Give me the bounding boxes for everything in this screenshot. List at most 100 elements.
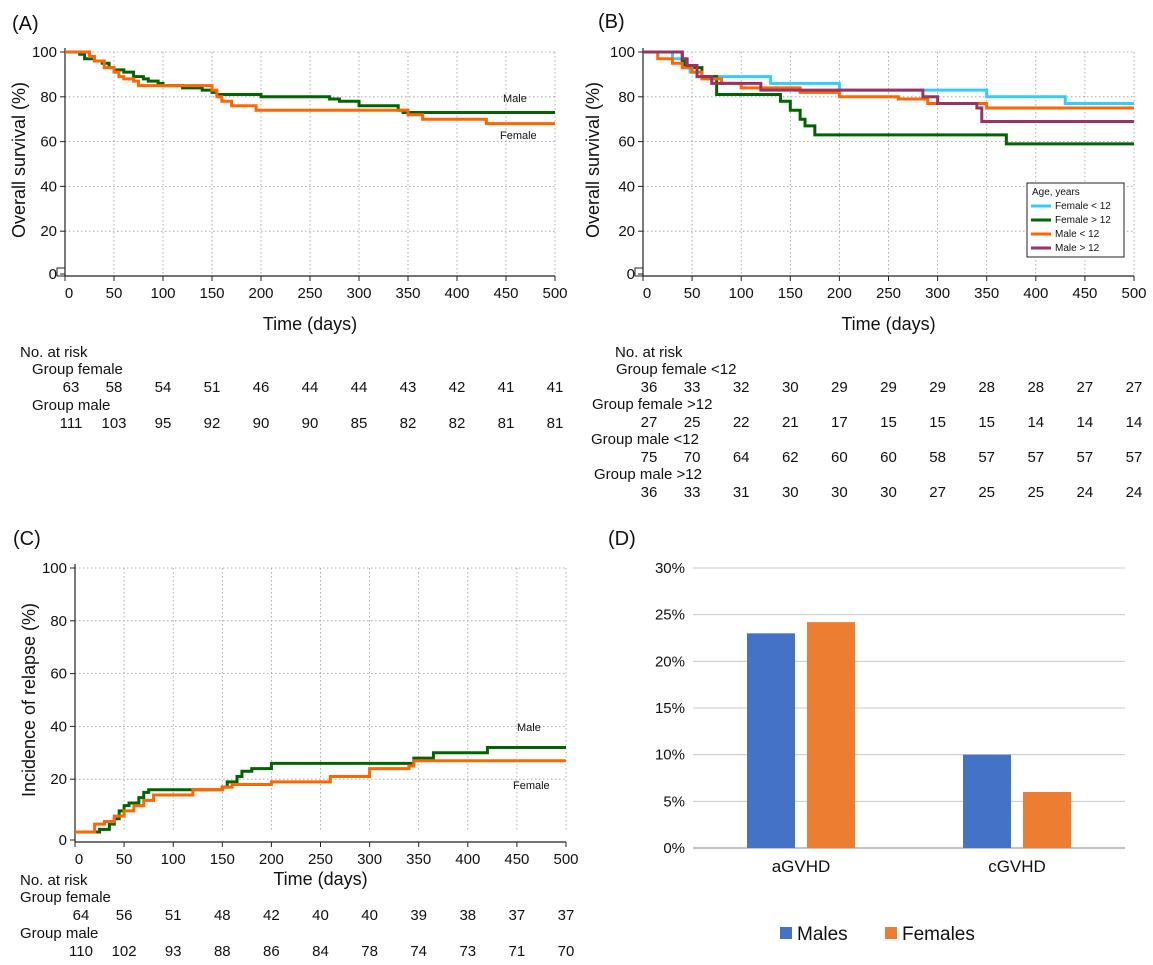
y-axis-title: Incidence of relapse (%): [19, 603, 39, 797]
x-tick-label: 200: [259, 851, 284, 868]
x-tick-label: 0: [75, 851, 83, 868]
legend-swatch: [885, 927, 897, 939]
legend: Males Females: [780, 924, 975, 945]
risk-value: 88: [214, 943, 231, 960]
risk-value: 29: [929, 379, 946, 396]
risk-value: 14: [1027, 414, 1044, 431]
risk-value: 27: [929, 484, 946, 501]
risk-value: 57: [1077, 449, 1094, 466]
figure-layer: (A)0 50 100 150 200 250 300 350 400 450 5000204060…: [9, 11, 1147, 960]
category-label: cGVHD: [988, 857, 1046, 876]
risk-value: 38: [459, 907, 476, 924]
series-label: Female: [500, 130, 537, 142]
legend: Age, years Female < 12 Female > 12 Male < 1…: [1027, 183, 1124, 257]
risk-value: 54: [155, 379, 172, 396]
y-tick-label: 20%: [655, 653, 685, 670]
risk-value: 44: [351, 379, 368, 396]
risk-value: 24: [1077, 484, 1094, 501]
risk-value: 103: [101, 415, 126, 432]
y-tick-label: 100: [42, 560, 67, 577]
panel-b: (B)0 50 100 150 200 250 300 350 400 450 5000204060…: [583, 11, 1147, 501]
panel-d: (D) 0% 5% 10% 15% 20% 25% 30% aGVHD cGVHD Males Fem…: [608, 528, 1125, 945]
risk-value: 62: [782, 449, 799, 466]
legend-title: Age, years: [1032, 187, 1080, 198]
risk-value: 36: [641, 379, 658, 396]
x-tick-label: 200: [827, 285, 852, 302]
x-axis-title: Time (days): [841, 314, 935, 334]
risk-value: 15: [978, 414, 995, 431]
y-tick-label: 5%: [663, 793, 685, 810]
risk-value: 71: [509, 943, 526, 960]
risk-value: 73: [459, 943, 476, 960]
x-tick-label: 400: [444, 285, 469, 302]
risk-value: 58: [106, 379, 123, 396]
x-tick-label: 500: [542, 285, 567, 302]
risk-value: 90: [302, 415, 319, 432]
y-tick-label: 80: [40, 89, 57, 106]
risk-value: 25: [684, 414, 701, 431]
series-label: Male: [517, 722, 541, 734]
risk-value: 74: [410, 943, 427, 960]
risk-value: 57: [1126, 449, 1143, 466]
x-tick-label: 150: [778, 285, 803, 302]
legend-label: Female > 12: [1055, 215, 1111, 226]
risk-value: 29: [880, 379, 897, 396]
y-tick-label: 0: [627, 266, 635, 283]
risk-value: 82: [400, 415, 417, 432]
risk-value: 48: [214, 907, 231, 924]
risk-value: 57: [978, 449, 995, 466]
risk-value: 95: [155, 415, 172, 432]
risk-value: 21: [782, 414, 799, 431]
panel-label: (A): [12, 13, 39, 35]
x-tick-label: 350: [406, 851, 431, 868]
risk-value: 44: [302, 379, 319, 396]
risk-value: 37: [509, 907, 526, 924]
risk-value: 78: [361, 943, 378, 960]
panel-a: (A) 0 50 100 150 200 250 300 350 400 450 500 0 20 40 60…: [9, 13, 568, 432]
risk-value: 70: [684, 449, 701, 466]
risk-table-title: No. at risk: [20, 344, 88, 361]
y-tick-label: 30%: [655, 560, 685, 577]
y-tick-label: 10%: [655, 747, 685, 764]
x-tick-label: 150: [199, 285, 224, 302]
risk-value: 81: [498, 415, 515, 432]
x-tick-label: 200: [248, 285, 273, 302]
risk-value: 64: [733, 449, 750, 466]
x-tick-label: 50: [106, 285, 123, 302]
risk-value: 28: [1027, 379, 1044, 396]
risk-value: 46: [253, 379, 270, 396]
risk-value: 33: [684, 484, 701, 501]
risk-value: 82: [449, 415, 466, 432]
risk-value: 30: [880, 484, 897, 501]
risk-value: 41: [547, 379, 564, 396]
y-tick-label: 40: [50, 718, 67, 735]
bar-females-cgvhd: [1023, 792, 1071, 848]
y-tick-label: 0: [49, 266, 57, 283]
y-tick-label: 40: [618, 178, 635, 195]
series-label: Male: [503, 93, 527, 105]
x-tick-label: 50: [116, 851, 133, 868]
risk-value: 41: [498, 379, 515, 396]
risk-table-title: No. at risk: [615, 344, 683, 361]
x-tick-label: 450: [1072, 285, 1097, 302]
risk-value: 40: [361, 907, 378, 924]
risk-group-label: Group male: [20, 925, 98, 942]
x-tick-label: 400: [455, 851, 480, 868]
risk-group-label: Group male >12: [594, 466, 702, 483]
x-tick-label: 400: [1023, 285, 1048, 302]
risk-table-title: No. at risk: [20, 872, 88, 889]
legend-label: Males: [797, 924, 848, 945]
bar-males-agvhd: [747, 633, 795, 848]
x-tick-label: 100: [161, 851, 186, 868]
risk-value: 25: [978, 484, 995, 501]
risk-value: 30: [831, 484, 848, 501]
legend-swatch: [780, 927, 792, 939]
x-axis-title: Time (days): [263, 314, 357, 334]
x-tick-label: 500: [553, 851, 578, 868]
x-tick-label: 50: [684, 285, 701, 302]
risk-value: 86: [263, 943, 280, 960]
panel-c: (C)0 50 100 150 200 250 300 350 400 450 5000204060…: [13, 528, 579, 960]
y-tick-label: 15%: [655, 700, 685, 717]
risk-value: 85: [351, 415, 368, 432]
